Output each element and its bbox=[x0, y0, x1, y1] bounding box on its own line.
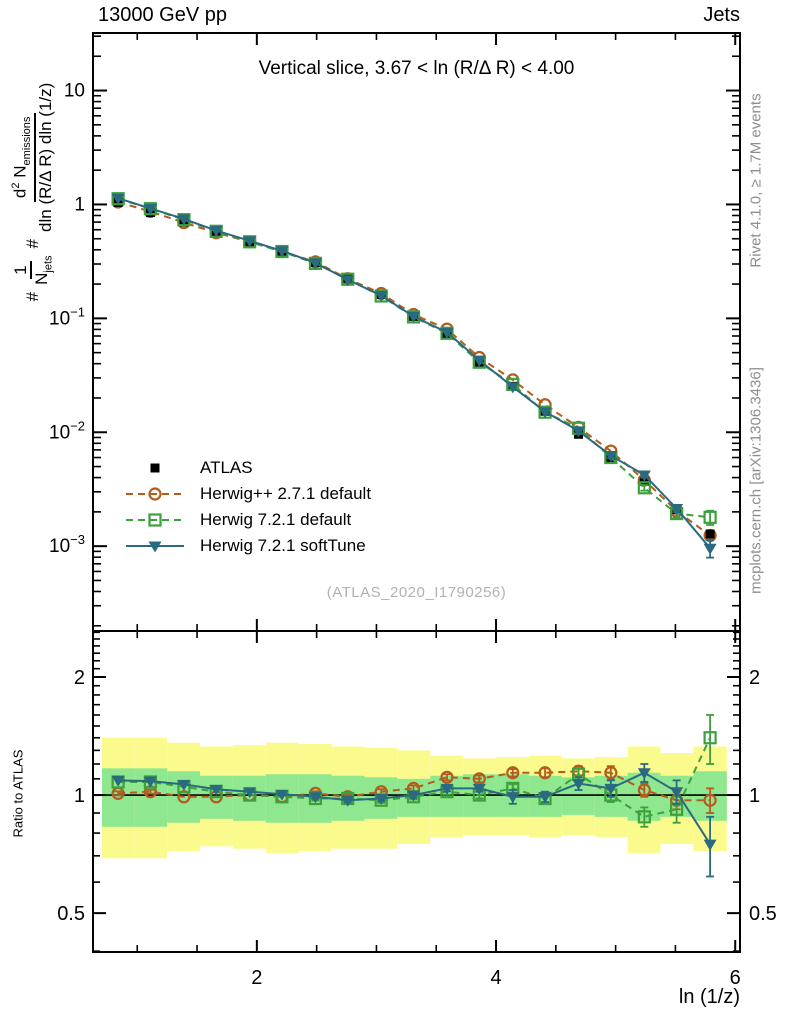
svg-text:2: 2 bbox=[749, 667, 760, 689]
herwigpp-marker-icon bbox=[126, 487, 184, 501]
legend-label: Herwig 7.2.1 default bbox=[200, 510, 352, 529]
svg-text:10−1: 10−1 bbox=[49, 304, 85, 329]
mcplots-arxiv-note: mcplots.cern.ch [arXiv:1306.3436] bbox=[747, 367, 765, 594]
rivet-version-note: Rivet 4.1.0, ≥ 1.7M events bbox=[747, 93, 765, 268]
y-label-frac2-num: d2 Nemissions bbox=[10, 112, 37, 203]
legend: ATLAS Herwig++ 2.7.1 default Herwig 7.2.… bbox=[122, 455, 371, 559]
y-label-hash-2: # bbox=[23, 238, 42, 249]
y-label-frac1-den: Njets bbox=[32, 255, 55, 285]
y-label-frac1-num: 1 bbox=[10, 261, 33, 279]
y-label-frac2-den: dln (R/Δ R) dln (1/z) bbox=[36, 82, 56, 232]
legend-label: Herwig++ 2.7.1 default bbox=[200, 484, 372, 503]
analysis-id-watermark: (ATLAS_2020_I1790256) bbox=[326, 584, 507, 601]
legend-item-herwig7-softtune: Herwig 7.2.1 softTune bbox=[122, 533, 371, 559]
legend-label: ATLAS bbox=[200, 458, 253, 477]
svg-text:10−3: 10−3 bbox=[49, 532, 85, 557]
svg-text:0.5: 0.5 bbox=[749, 903, 777, 925]
ratio-axis-label: Ratio to ATLAS bbox=[10, 749, 26, 838]
y-label-hash-1: # bbox=[23, 291, 42, 302]
svg-text:6: 6 bbox=[730, 967, 741, 989]
legend-label: Herwig 7.2.1 softTune bbox=[200, 536, 366, 555]
herwig7-softtune-marker-icon bbox=[126, 541, 184, 553]
legend-item-herwig7-default: Herwig 7.2.1 default bbox=[122, 507, 371, 533]
svg-text:4: 4 bbox=[490, 967, 501, 989]
svg-text:1: 1 bbox=[749, 785, 760, 807]
svg-text:2: 2 bbox=[74, 667, 85, 689]
process-title: Jets bbox=[703, 4, 740, 26]
legend-item-atlas: ATLAS bbox=[122, 455, 371, 481]
svg-text:10: 10 bbox=[64, 81, 85, 102]
atlas-marker-icon bbox=[150, 463, 160, 473]
y-label-fraction-1: 1 Njets bbox=[10, 253, 56, 286]
herwig7-default-marker-icon bbox=[126, 513, 184, 527]
svg-text:1: 1 bbox=[74, 785, 85, 807]
y-axis-label: # 1 Njets # d2 Nemissions dln (R/Δ R) dl… bbox=[4, 35, 62, 347]
svg-text:0.5: 0.5 bbox=[57, 903, 85, 925]
plot-title: Vertical slice, 3.67 < ln (R/Δ R) < 4.00 bbox=[258, 58, 575, 79]
beam-energy-title: 13000 GeV pp bbox=[98, 4, 227, 26]
svg-text:10−2: 10−2 bbox=[49, 418, 85, 443]
legend-item-herwigpp-default: Herwig++ 2.7.1 default bbox=[122, 481, 371, 507]
svg-text:2: 2 bbox=[251, 967, 262, 989]
y-label-fraction-2: d2 Nemissions dln (R/Δ R) dln (1/z) bbox=[10, 81, 55, 234]
svg-text:1: 1 bbox=[74, 194, 85, 215]
x-axis-label: ln (1/z) bbox=[678, 986, 740, 1008]
